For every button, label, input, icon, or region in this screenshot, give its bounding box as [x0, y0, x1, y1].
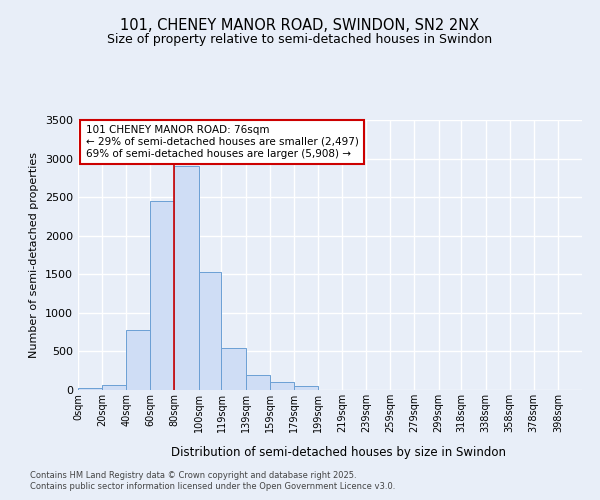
Text: Size of property relative to semi-detached houses in Swindon: Size of property relative to semi-detach… — [107, 32, 493, 46]
Text: Contains HM Land Registry data © Crown copyright and database right 2025.
Contai: Contains HM Land Registry data © Crown c… — [30, 470, 395, 492]
Bar — [245, 374, 270, 390]
Bar — [126, 330, 151, 390]
Text: 101 CHENEY MANOR ROAD: 76sqm
← 29% of semi-detached houses are smaller (2,497)
6: 101 CHENEY MANOR ROAD: 76sqm ← 29% of se… — [86, 126, 358, 158]
Text: Distribution of semi-detached houses by size in Swindon: Distribution of semi-detached houses by … — [172, 446, 506, 459]
Bar — [78, 388, 102, 390]
Text: 101, CHENEY MANOR ROAD, SWINDON, SN2 2NX: 101, CHENEY MANOR ROAD, SWINDON, SN2 2NX — [121, 18, 479, 32]
Bar — [151, 201, 175, 390]
Bar — [102, 386, 126, 390]
Y-axis label: Number of semi-detached properties: Number of semi-detached properties — [29, 152, 40, 358]
Bar — [175, 166, 199, 390]
Bar — [294, 386, 318, 390]
Bar — [270, 382, 294, 390]
Bar — [221, 348, 245, 390]
Bar — [199, 272, 221, 390]
